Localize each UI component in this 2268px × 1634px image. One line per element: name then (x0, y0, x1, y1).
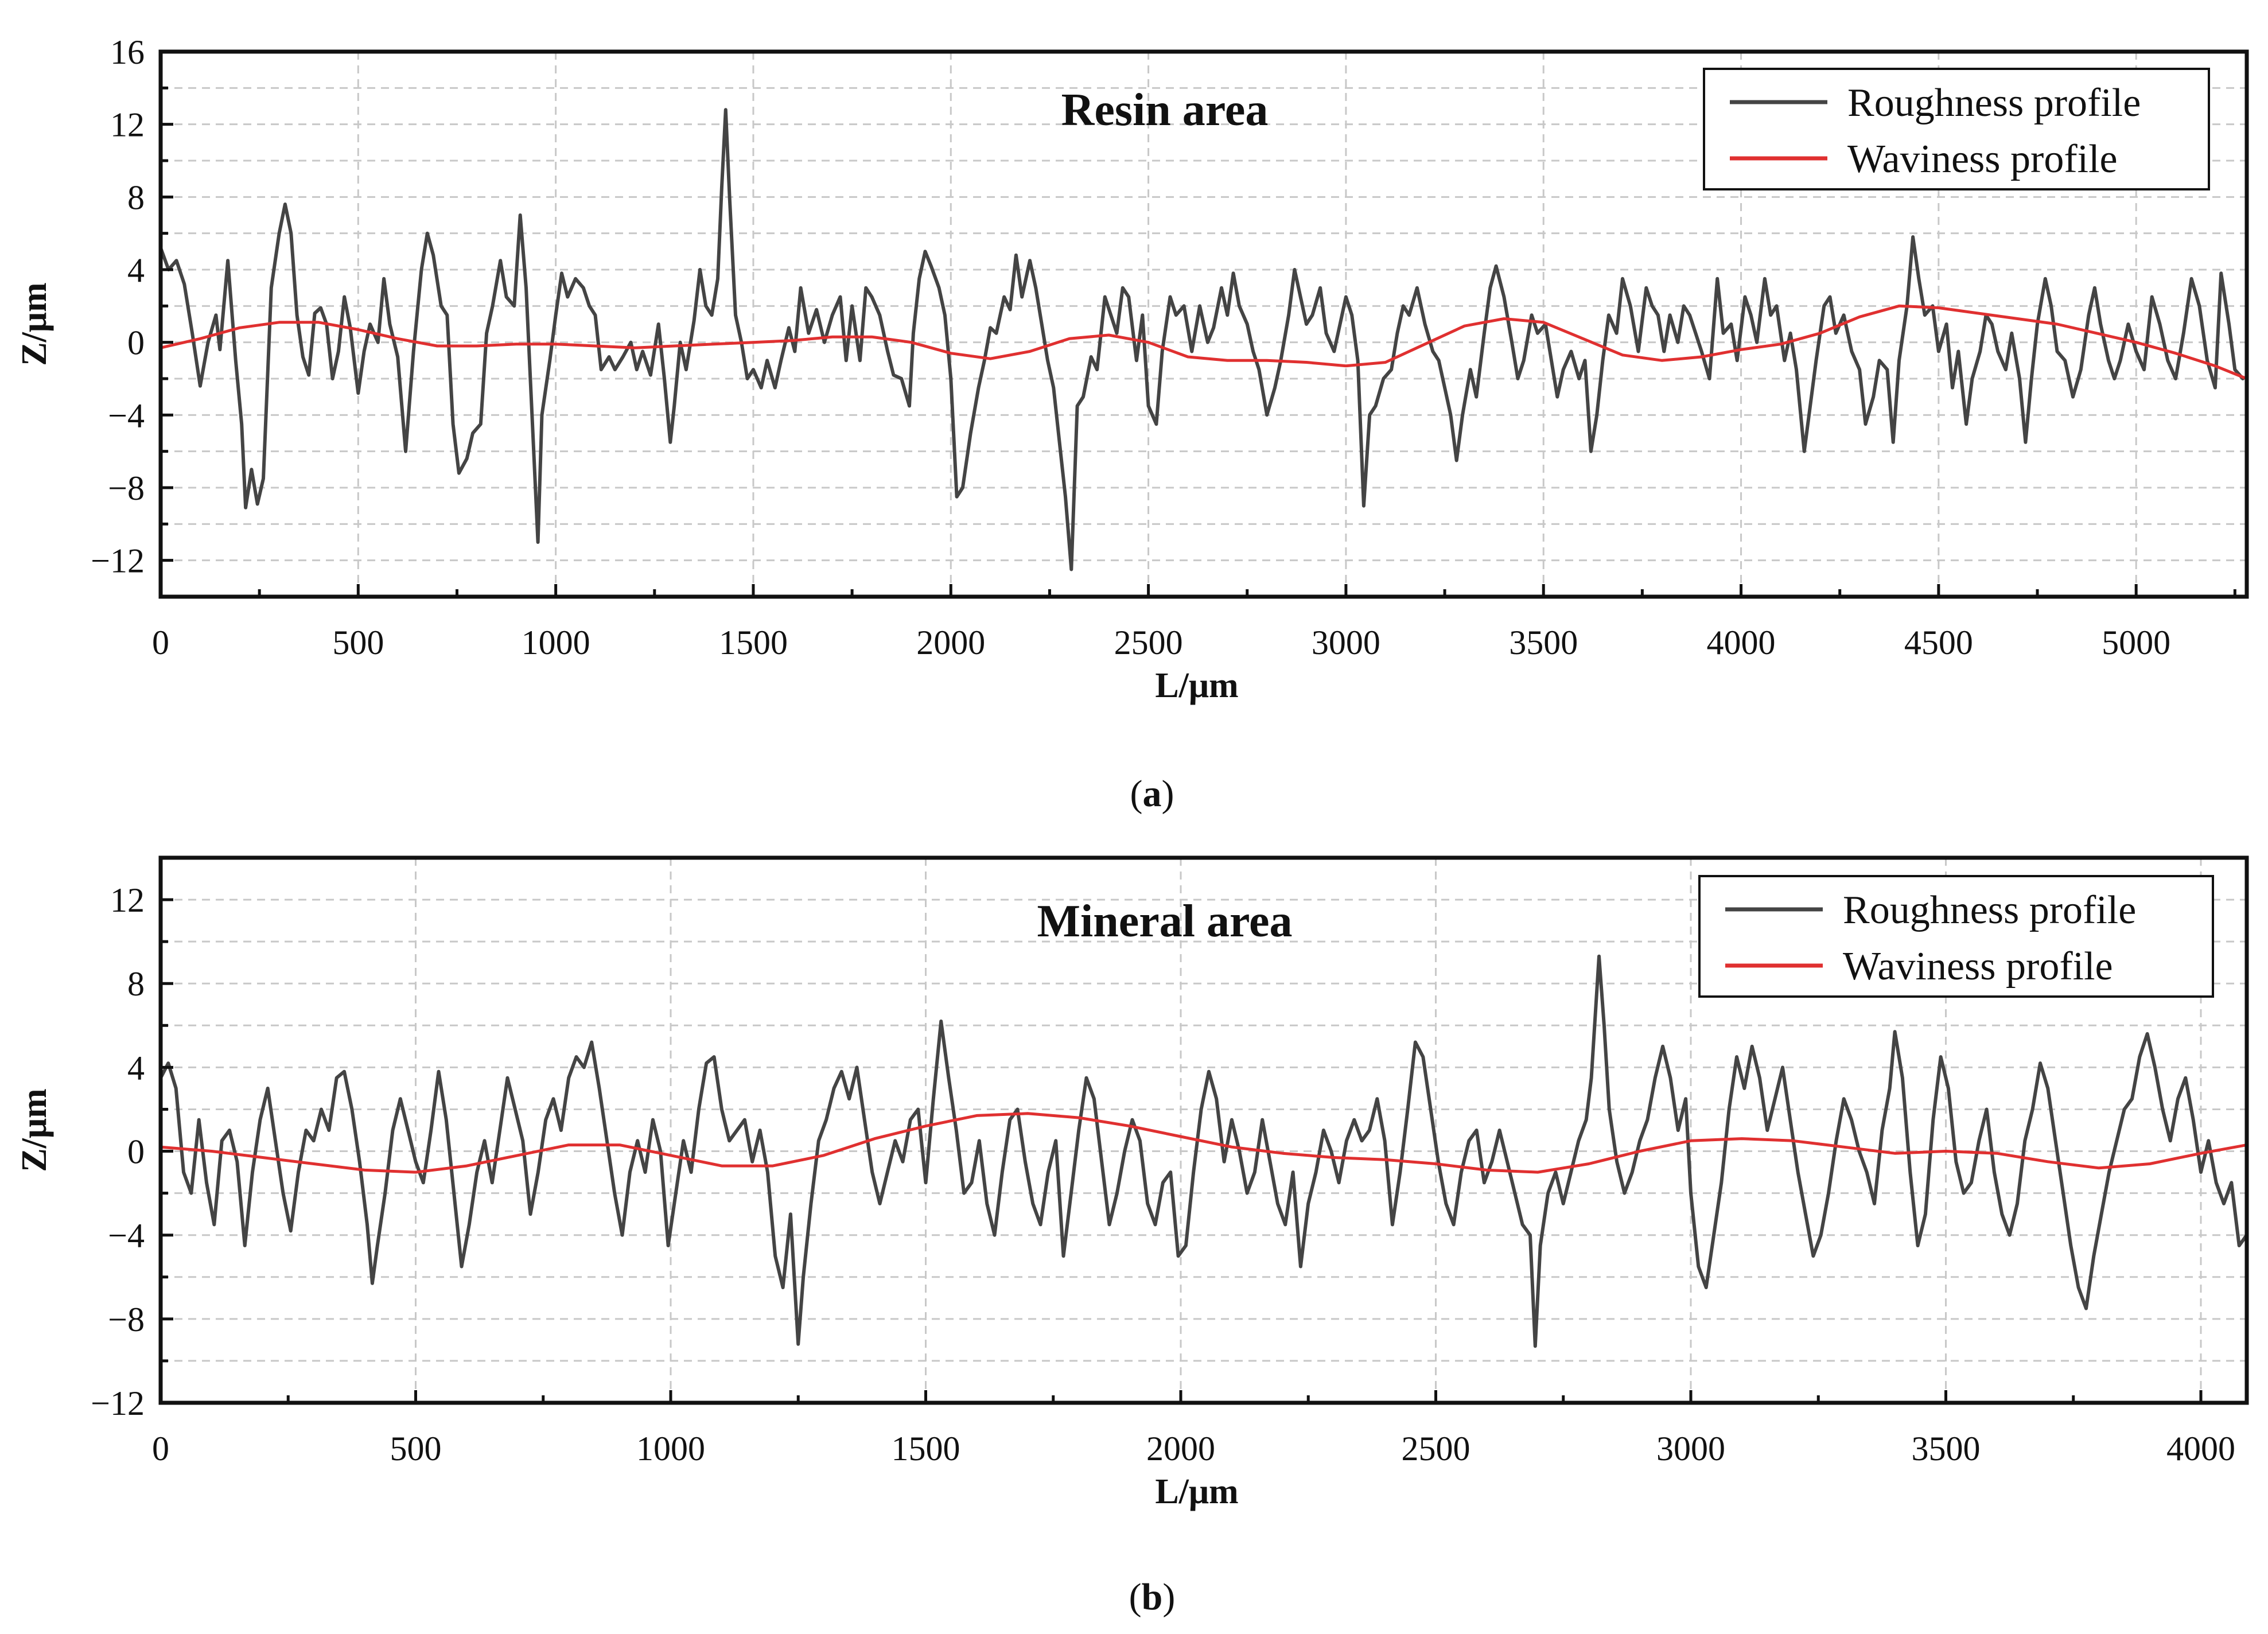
panel-caption: (a) (1130, 773, 1174, 815)
x-tick-label: 2000 (1146, 1430, 1215, 1468)
legend-box (1703, 68, 2210, 190)
y-tick-label: 12 (110, 881, 145, 919)
y-tick-label: −4 (108, 396, 145, 434)
plot-frame (158, 49, 2249, 599)
y-tick-label: 4 (127, 1049, 145, 1087)
roughness-series-line (159, 954, 2248, 1348)
y-tick-label: −4 (108, 1217, 145, 1255)
x-tick-label: 4000 (1707, 624, 1776, 662)
y-tick-label: −12 (91, 1384, 145, 1422)
x-tick-label: 3000 (1312, 624, 1380, 662)
x-tick-label: 2500 (1401, 1430, 1470, 1468)
plot-frame (158, 855, 2249, 1405)
x-tick-label: 4000 (2166, 1430, 2235, 1468)
y-tick-label: 16 (110, 33, 145, 71)
x-tick-label: 3500 (1509, 624, 1578, 662)
y-tick-label: 8 (127, 178, 145, 216)
y-axis-label: Z/μm (15, 282, 54, 365)
x-tick-label: 0 (152, 1430, 169, 1468)
y-tick-label: 0 (127, 1133, 145, 1171)
x-tick-label: 500 (390, 1430, 441, 1468)
x-axis-label: L/μm (1155, 1472, 1238, 1511)
waviness-series-line (159, 1112, 2248, 1174)
legend-label-roughness: Roughness profile (1843, 888, 2136, 932)
legend-label-waviness: Waviness profile (1847, 137, 2118, 181)
x-tick-label: 0 (152, 624, 169, 662)
x-tick-label: 3000 (1656, 1430, 1725, 1468)
y-tick-label: −8 (108, 469, 145, 507)
y-tick-label: −12 (91, 542, 145, 580)
x-tick-label: 1500 (891, 1430, 960, 1468)
chart-title: Mineral area (1037, 896, 1292, 947)
waviness-series-line (159, 304, 2248, 380)
x-tick-label: 1500 (719, 624, 788, 662)
legend-label-waviness: Waviness profile (1843, 944, 2113, 989)
legend: Roughness profile Waviness profile (1698, 875, 2214, 998)
chart-resin-area: 0 500 1000 1500 2000 2500 3000 3500 4000 4500 5000… (15, 33, 2249, 815)
y-tick-label: 0 (127, 324, 145, 362)
chart-mineral-area: 0 500 1000 1500 2000 2500 3000 3500 4000 −12 −8 −4 0… (15, 855, 2249, 1618)
roughness-series-line (159, 108, 2245, 571)
legend-box (1698, 875, 2214, 998)
x-tick-label: 2500 (1114, 624, 1183, 662)
y-axis-label: Z/μm (15, 1088, 54, 1172)
x-tick-label: 3500 (1911, 1430, 1980, 1468)
chart-title: Resin area (1061, 85, 1269, 135)
legend-label-roughness: Roughness profile (1847, 81, 2141, 125)
panel-caption: (b) (1129, 1576, 1176, 1618)
y-tick-label: 8 (127, 965, 145, 1003)
x-tick-label: 1000 (522, 624, 590, 662)
legend: Roughness profile Waviness profile (1703, 68, 2210, 190)
y-tick-label: 12 (110, 106, 145, 144)
x-tick-label: 2000 (916, 624, 985, 662)
x-tick-label: 1000 (636, 1430, 705, 1468)
x-tick-label: 500 (332, 624, 384, 662)
x-tick-label: 5000 (2102, 624, 2170, 662)
x-tick-label: 4500 (1904, 624, 1973, 662)
x-axis-label: L/μm (1155, 666, 1238, 705)
y-tick-label: 4 (127, 251, 145, 289)
y-tick-label: −8 (108, 1301, 145, 1339)
